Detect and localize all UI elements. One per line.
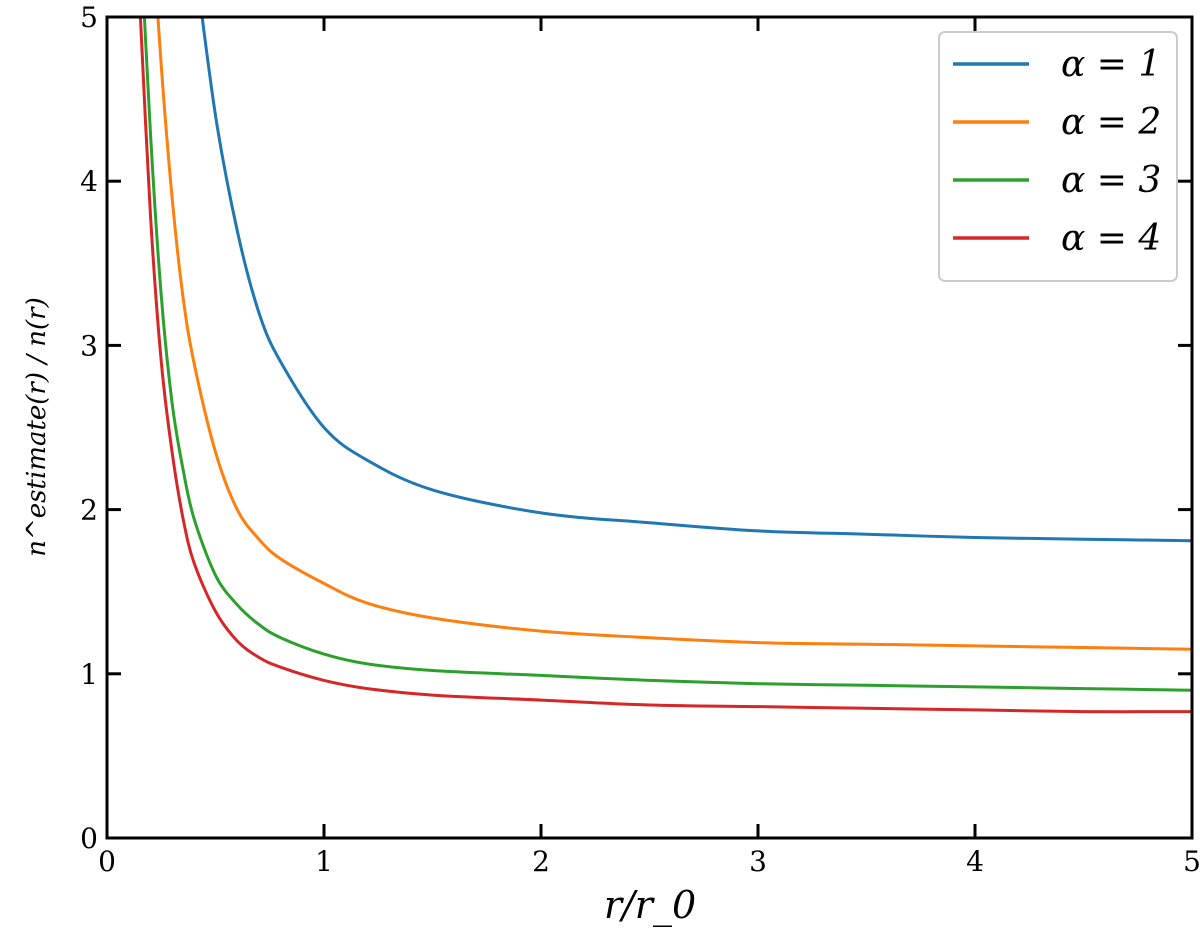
series-line-alpha-1 xyxy=(200,17,1192,543)
ticks-layer: 0 1 2 3 4 5 0 1 2 3 4 5 xyxy=(80,1,1200,878)
y-tick-label-0: 0 xyxy=(80,822,98,855)
y-tick-label-5: 5 xyxy=(80,1,98,34)
y-tick-label-3: 3 xyxy=(80,329,98,362)
y-tick-label-4: 4 xyxy=(80,165,98,198)
legend-box xyxy=(938,31,1178,282)
x-axis-label: r/r_0 xyxy=(604,883,696,928)
x-tick-label-3: 3 xyxy=(749,845,767,878)
y-axis-label-text: n^estimate(r) / n(r) xyxy=(22,297,52,556)
legend-label-alpha-2: α = 2 xyxy=(1061,102,1161,143)
legend: α = 1 α = 2 α = 3 α = 4 xyxy=(938,31,1178,282)
x-tick-label-4: 4 xyxy=(966,845,984,878)
legend-label-alpha-4: α = 4 xyxy=(1061,218,1161,259)
series-line-alpha-2 xyxy=(156,17,1192,651)
x-axis-label-text: r/r_0 xyxy=(604,883,696,928)
x-tick-label-5: 5 xyxy=(1183,845,1200,878)
x-tick-label-2: 2 xyxy=(532,845,550,878)
x-tick-label-0: 0 xyxy=(98,845,116,878)
y-axis-label: n^estimate(r) / n(r) xyxy=(22,297,52,556)
series-layer xyxy=(138,17,1192,714)
x-tick-label-1: 1 xyxy=(315,845,333,878)
series-line-alpha-3 xyxy=(142,17,1192,692)
series-line-alpha-4 xyxy=(138,17,1192,714)
legend-label-alpha-1: α = 1 xyxy=(1061,44,1161,85)
y-tick-label-2: 2 xyxy=(80,494,98,527)
plot-frame xyxy=(105,15,1194,840)
legend-label-alpha-3: α = 3 xyxy=(1061,160,1161,201)
y-tick-label-1: 1 xyxy=(80,658,98,691)
